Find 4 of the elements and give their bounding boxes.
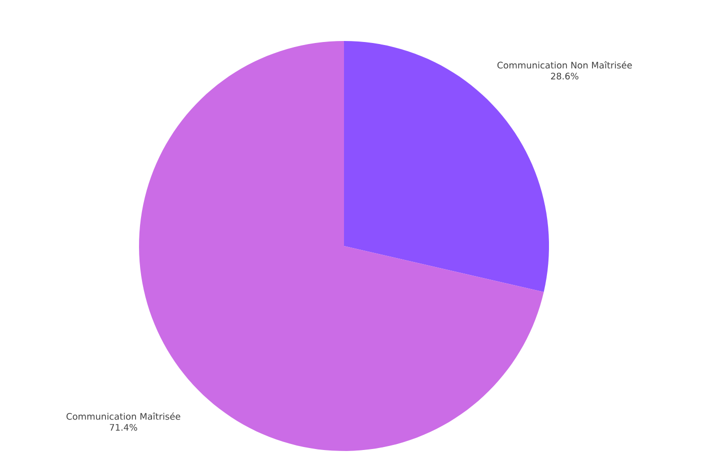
slice-label: Communication Maîtrisée xyxy=(66,412,180,420)
slice-label: Communication Non Maîtrisée xyxy=(497,61,632,69)
data-label: 28.6% xyxy=(551,72,578,80)
data-label: 71.4% xyxy=(110,424,138,431)
